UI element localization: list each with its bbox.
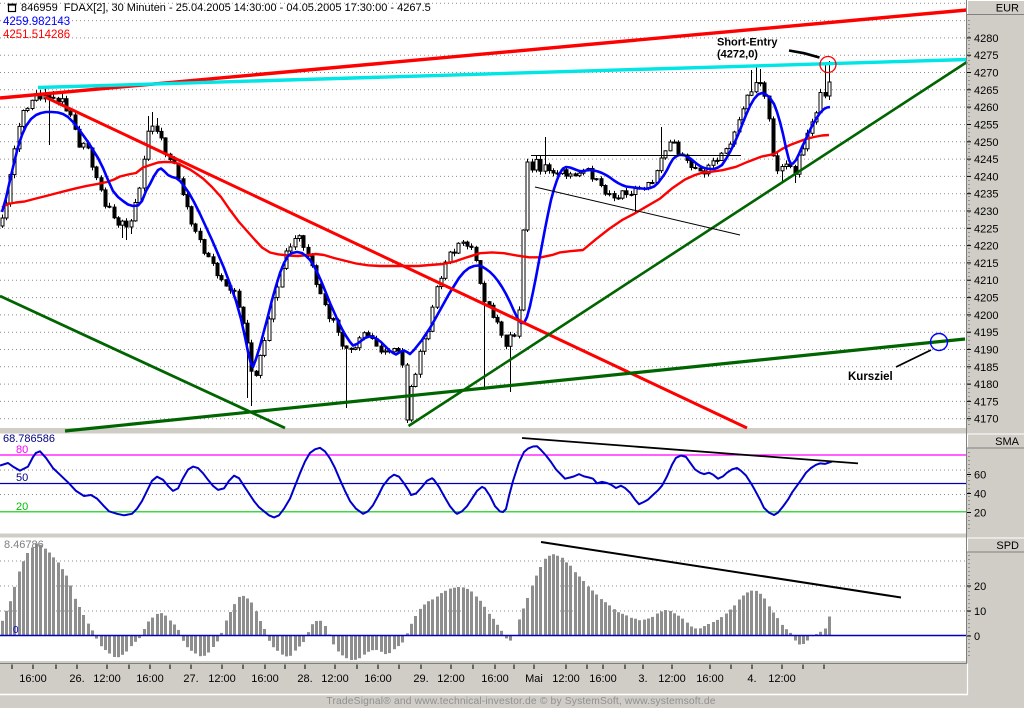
svg-text:4205: 4205 xyxy=(974,293,998,305)
svg-text:12:00: 12:00 xyxy=(552,673,580,685)
svg-text:TradeSignal® and www.technical: TradeSignal® and www.technical-investor.… xyxy=(326,696,715,707)
svg-text:16:00: 16:00 xyxy=(481,673,509,685)
svg-text:4265: 4265 xyxy=(974,85,998,97)
svg-text:4190: 4190 xyxy=(974,345,998,357)
svg-text:12:00: 12:00 xyxy=(208,673,236,685)
svg-text:29.: 29. xyxy=(413,673,428,685)
svg-text:50: 50 xyxy=(16,472,28,484)
svg-text:0: 0 xyxy=(13,625,19,636)
svg-text:4270: 4270 xyxy=(974,68,998,80)
svg-text:20: 20 xyxy=(16,501,28,513)
svg-text:4170: 4170 xyxy=(974,414,998,426)
svg-text:20: 20 xyxy=(974,581,986,593)
svg-text:4175: 4175 xyxy=(974,396,998,408)
svg-text:80: 80 xyxy=(16,444,28,456)
svg-text:28.: 28. xyxy=(297,673,312,685)
svg-text:4220: 4220 xyxy=(974,241,998,253)
svg-text:4180: 4180 xyxy=(974,379,998,391)
svg-text:4215: 4215 xyxy=(974,258,998,270)
svg-text:4210: 4210 xyxy=(974,275,998,287)
svg-text:16:00: 16:00 xyxy=(696,673,724,685)
svg-text:4250: 4250 xyxy=(974,137,998,149)
svg-text:4280: 4280 xyxy=(974,33,998,45)
svg-text:12:00: 12:00 xyxy=(93,673,121,685)
svg-text:26.: 26. xyxy=(69,673,84,685)
svg-text:4225: 4225 xyxy=(974,223,998,235)
svg-text:SPD: SPD xyxy=(996,540,1019,552)
svg-text:4.: 4. xyxy=(747,673,756,685)
svg-text:4240: 4240 xyxy=(974,171,998,183)
svg-text:4245: 4245 xyxy=(974,154,998,166)
svg-text:60: 60 xyxy=(974,470,986,482)
svg-text:Kursziel: Kursziel xyxy=(848,371,893,383)
svg-text:4259.982143: 4259.982143 xyxy=(3,16,70,28)
svg-text:27.: 27. xyxy=(183,673,198,685)
svg-text:EUR: EUR xyxy=(996,3,1019,15)
svg-text:0: 0 xyxy=(974,631,980,643)
svg-text:40: 40 xyxy=(974,489,986,501)
svg-text:10: 10 xyxy=(974,606,986,618)
svg-text:4185: 4185 xyxy=(974,362,998,374)
svg-text:16:00: 16:00 xyxy=(19,673,47,685)
svg-text:20: 20 xyxy=(974,508,986,520)
svg-text:3.: 3. xyxy=(638,673,647,685)
svg-text:SMA: SMA xyxy=(995,436,1020,448)
svg-text:16:00: 16:00 xyxy=(589,673,617,685)
svg-text:16:00: 16:00 xyxy=(136,673,164,685)
svg-text:16:00: 16:00 xyxy=(364,673,392,685)
svg-text:16:00: 16:00 xyxy=(251,673,279,685)
svg-text:4275: 4275 xyxy=(974,50,998,62)
svg-text:12:00: 12:00 xyxy=(768,673,796,685)
svg-text:(4272,0): (4272,0) xyxy=(717,49,758,61)
svg-text:68.786586: 68.786586 xyxy=(3,433,55,445)
svg-text:846959 FDAX[2], 30 Minuten -: 846959 FDAX[2], 30 Minuten - 25.04.2005 … xyxy=(21,2,431,14)
svg-text:4195: 4195 xyxy=(974,327,998,339)
svg-text:12:00: 12:00 xyxy=(658,673,686,685)
svg-text:4251.514286: 4251.514286 xyxy=(3,29,70,41)
svg-text:Mai: Mai xyxy=(525,673,543,685)
svg-text:4260: 4260 xyxy=(974,102,998,114)
svg-text:12:00: 12:00 xyxy=(321,673,349,685)
svg-text:4230: 4230 xyxy=(974,206,998,218)
svg-text:4255: 4255 xyxy=(974,120,998,132)
svg-text:4200: 4200 xyxy=(974,310,998,322)
svg-text:Short-Entry: Short-Entry xyxy=(717,37,778,49)
svg-text:4235: 4235 xyxy=(974,189,998,201)
svg-text:8.46786: 8.46786 xyxy=(4,539,44,551)
svg-text:12:00: 12:00 xyxy=(437,673,465,685)
